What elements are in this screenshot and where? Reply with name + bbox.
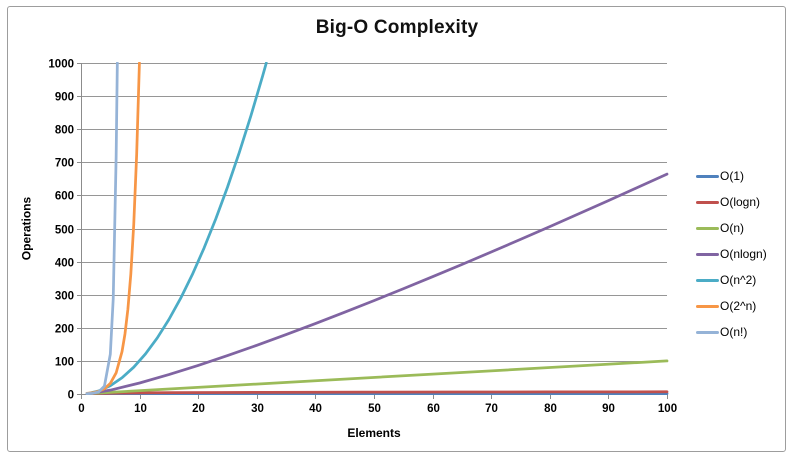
legend-label: O(n^2) [720, 273, 757, 287]
legend-label: O(n!) [720, 325, 748, 339]
x-tick-label: 100 [658, 403, 677, 415]
x-tick-label: 40 [309, 403, 322, 415]
y-tick-label: 0 [68, 390, 74, 402]
x-tick-label: 20 [192, 403, 205, 415]
legend-line-swatch [696, 330, 719, 334]
legend: O(1) O(logn) O(n) O(nlogn) O(n^2) O(2^n) O(n!) [696, 163, 767, 345]
y-tick-label: 700 [55, 158, 74, 170]
legend-line-swatch [696, 252, 719, 256]
y-tick-label: 600 [55, 191, 74, 203]
legend-label: O(logn) [720, 195, 761, 209]
y-tick-label: 100 [55, 357, 74, 369]
series-line-3-o-nlogn [85, 172, 669, 395]
legend-item-5: O(2^n) [696, 293, 767, 319]
x-tick-label: 70 [485, 403, 498, 415]
legend-item-6: O(n!) [696, 319, 767, 345]
x-tick-label: 10 [134, 403, 147, 415]
legend-label: O(nlogn) [720, 247, 767, 261]
legend-item-2: O(n) [696, 215, 767, 241]
series-line-5-o-2-n [85, 62, 141, 395]
y-tick-label: 800 [55, 125, 74, 137]
legend-label: O(1) [720, 169, 744, 183]
y-tick-label: 1000 [48, 59, 74, 71]
legend-line-swatch [696, 200, 719, 204]
series-line-4-o-n-2 [85, 62, 268, 395]
x-tick-label: 90 [602, 403, 615, 415]
chart-border-frame [7, 6, 786, 452]
x-tick-label: 0 [78, 403, 84, 415]
y-tick-label: 200 [55, 324, 74, 336]
legend-label: O(n) [720, 221, 744, 235]
series-line-6-o-n [85, 62, 119, 395]
legend-item-1: O(logn) [696, 189, 767, 215]
legend-item-3: O(nlogn) [696, 241, 767, 267]
x-tick-label: 80 [544, 403, 557, 415]
x-tick-label: 50 [368, 403, 381, 415]
legend-item-0: O(1) [696, 163, 767, 189]
legend-line-swatch [696, 278, 719, 282]
legend-line-swatch [696, 304, 719, 308]
x-axis-title: Elements [347, 426, 401, 440]
legend-item-4: O(n^2) [696, 267, 767, 293]
chart-title: Big-O Complexity [315, 17, 479, 38]
y-tick-label: 900 [55, 92, 74, 104]
x-tick-label: 60 [427, 403, 440, 415]
y-tick-label: 300 [55, 291, 74, 303]
y-tick-label: 400 [55, 258, 74, 270]
legend-line-swatch [696, 226, 719, 230]
series-line-2-o-n [85, 359, 669, 395]
legend-line-swatch [696, 174, 719, 178]
legend-label: O(2^n) [720, 299, 757, 313]
y-tick-label: 500 [55, 225, 74, 237]
x-tick-label: 30 [251, 403, 264, 415]
series-group [85, 62, 669, 395]
